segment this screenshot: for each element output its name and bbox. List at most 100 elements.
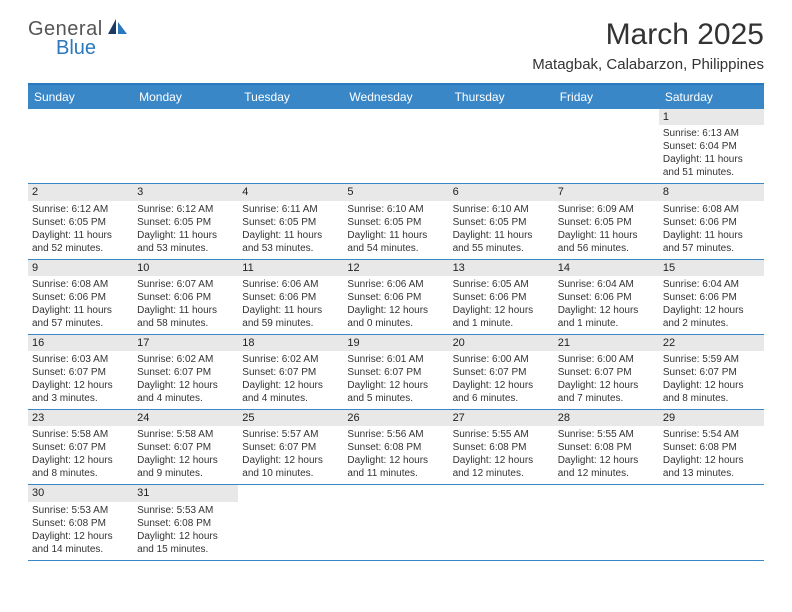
- day-header: Friday: [554, 85, 659, 109]
- sunset-text: Sunset: 6:07 PM: [558, 366, 655, 379]
- day-cell: 31Sunrise: 5:53 AMSunset: 6:08 PMDayligh…: [133, 485, 238, 559]
- day-header: Saturday: [659, 85, 764, 109]
- sunset-text: Sunset: 6:07 PM: [347, 366, 444, 379]
- sunrise-text: Sunrise: 6:08 AM: [32, 278, 129, 291]
- daylight-text: Daylight: 12 hours and 13 minutes.: [663, 454, 760, 480]
- sunrise-text: Sunrise: 6:01 AM: [347, 353, 444, 366]
- sunset-text: Sunset: 6:06 PM: [453, 291, 550, 304]
- daylight-text: Daylight: 11 hours and 55 minutes.: [453, 229, 550, 255]
- day-cell: 1Sunrise: 6:13 AMSunset: 6:04 PMDaylight…: [659, 109, 764, 183]
- day-number: 7: [554, 184, 659, 200]
- daylight-text: Daylight: 12 hours and 14 minutes.: [32, 530, 129, 556]
- sunset-text: Sunset: 6:08 PM: [137, 517, 234, 530]
- sunrise-text: Sunrise: 5:55 AM: [453, 428, 550, 441]
- sunset-text: Sunset: 6:08 PM: [347, 441, 444, 454]
- sunset-text: Sunset: 6:06 PM: [558, 291, 655, 304]
- day-cell: 26Sunrise: 5:56 AMSunset: 6:08 PMDayligh…: [343, 410, 448, 484]
- day-cell: [238, 485, 343, 559]
- day-cell: 27Sunrise: 5:55 AMSunset: 6:08 PMDayligh…: [449, 410, 554, 484]
- day-cell: 17Sunrise: 6:02 AMSunset: 6:07 PMDayligh…: [133, 335, 238, 409]
- sunrise-text: Sunrise: 5:56 AM: [347, 428, 444, 441]
- sunrise-text: Sunrise: 6:06 AM: [242, 278, 339, 291]
- daylight-text: Daylight: 11 hours and 53 minutes.: [137, 229, 234, 255]
- daylight-text: Daylight: 11 hours and 51 minutes.: [663, 153, 760, 179]
- day-header: Sunday: [28, 85, 133, 109]
- day-number: 30: [28, 485, 133, 501]
- sunset-text: Sunset: 6:06 PM: [347, 291, 444, 304]
- sunrise-text: Sunrise: 6:02 AM: [242, 353, 339, 366]
- sunrise-text: Sunrise: 6:12 AM: [32, 203, 129, 216]
- sunset-text: Sunset: 6:05 PM: [558, 216, 655, 229]
- sunrise-text: Sunrise: 6:00 AM: [558, 353, 655, 366]
- day-cell: [133, 109, 238, 183]
- day-cell: 6Sunrise: 6:10 AMSunset: 6:05 PMDaylight…: [449, 184, 554, 258]
- sunset-text: Sunset: 6:08 PM: [558, 441, 655, 454]
- sunset-text: Sunset: 6:07 PM: [663, 366, 760, 379]
- daylight-text: Daylight: 11 hours and 57 minutes.: [663, 229, 760, 255]
- sunset-text: Sunset: 6:05 PM: [137, 216, 234, 229]
- sunset-text: Sunset: 6:05 PM: [453, 216, 550, 229]
- day-number: 13: [449, 260, 554, 276]
- day-number: 6: [449, 184, 554, 200]
- day-header: Thursday: [449, 85, 554, 109]
- daylight-text: Daylight: 12 hours and 8 minutes.: [32, 454, 129, 480]
- day-number: 10: [133, 260, 238, 276]
- daylight-text: Daylight: 12 hours and 1 minute.: [453, 304, 550, 330]
- daylight-text: Daylight: 11 hours and 57 minutes.: [32, 304, 129, 330]
- day-cell: 3Sunrise: 6:12 AMSunset: 6:05 PMDaylight…: [133, 184, 238, 258]
- day-cell: 8Sunrise: 6:08 AMSunset: 6:06 PMDaylight…: [659, 184, 764, 258]
- daylight-text: Daylight: 12 hours and 11 minutes.: [347, 454, 444, 480]
- sunset-text: Sunset: 6:06 PM: [32, 291, 129, 304]
- daylight-text: Daylight: 11 hours and 59 minutes.: [242, 304, 339, 330]
- day-cell: [343, 485, 448, 559]
- week-row: 23Sunrise: 5:58 AMSunset: 6:07 PMDayligh…: [28, 410, 764, 485]
- day-cell: 4Sunrise: 6:11 AMSunset: 6:05 PMDaylight…: [238, 184, 343, 258]
- day-number: 21: [554, 335, 659, 351]
- sunset-text: Sunset: 6:07 PM: [32, 366, 129, 379]
- sunrise-text: Sunrise: 5:54 AM: [663, 428, 760, 441]
- day-number: 23: [28, 410, 133, 426]
- day-cell: 28Sunrise: 5:55 AMSunset: 6:08 PMDayligh…: [554, 410, 659, 484]
- day-number: 11: [238, 260, 343, 276]
- daylight-text: Daylight: 12 hours and 12 minutes.: [453, 454, 550, 480]
- sunset-text: Sunset: 6:08 PM: [663, 441, 760, 454]
- day-cell: 14Sunrise: 6:04 AMSunset: 6:06 PMDayligh…: [554, 260, 659, 334]
- day-number: 19: [343, 335, 448, 351]
- day-number: 17: [133, 335, 238, 351]
- day-number: 27: [449, 410, 554, 426]
- day-number: 16: [28, 335, 133, 351]
- sunset-text: Sunset: 6:05 PM: [347, 216, 444, 229]
- daylight-text: Daylight: 11 hours and 56 minutes.: [558, 229, 655, 255]
- sunrise-text: Sunrise: 6:11 AM: [242, 203, 339, 216]
- daylight-text: Daylight: 12 hours and 0 minutes.: [347, 304, 444, 330]
- day-cell: 9 Sunrise: 6:08 AMSunset: 6:06 PMDaylight…: [28, 260, 133, 334]
- sunrise-text: Sunrise: 5:58 AM: [137, 428, 234, 441]
- day-number: 1: [659, 109, 764, 125]
- sunset-text: Sunset: 6:04 PM: [663, 140, 760, 153]
- month-title: March 2025: [532, 18, 764, 52]
- daylight-text: Daylight: 12 hours and 7 minutes.: [558, 379, 655, 405]
- sunrise-text: Sunrise: 6:03 AM: [32, 353, 129, 366]
- sunrise-text: Sunrise: 6:04 AM: [558, 278, 655, 291]
- location-text: Matagbak, Calabarzon, Philippines: [532, 56, 764, 73]
- day-number: 9: [28, 260, 133, 276]
- day-cell: 13 Sunrise: 6:05 AMSunset: 6:06 PMDayligh…: [449, 260, 554, 334]
- day-cell: 30Sunrise: 5:53 AMSunset: 6:08 PMDayligh…: [28, 485, 133, 559]
- day-cell: 18Sunrise: 6:02 AMSunset: 6:07 PMDayligh…: [238, 335, 343, 409]
- day-cell: 12Sunrise: 6:06 AMSunset: 6:06 PMDayligh…: [343, 260, 448, 334]
- daylight-text: Daylight: 11 hours and 58 minutes.: [137, 304, 234, 330]
- daylight-text: Daylight: 12 hours and 10 minutes.: [242, 454, 339, 480]
- sunrise-text: Sunrise: 6:05 AM: [453, 278, 550, 291]
- day-cell: 2Sunrise: 6:12 AMSunset: 6:05 PMDaylight…: [28, 184, 133, 258]
- sunset-text: Sunset: 6:08 PM: [32, 517, 129, 530]
- sunrise-text: Sunrise: 6:09 AM: [558, 203, 655, 216]
- day-number: 20: [449, 335, 554, 351]
- title-block: March 2025 Matagbak, Calabarzon, Philipp…: [532, 18, 764, 73]
- day-cell: 24Sunrise: 5:58 AMSunset: 6:07 PMDayligh…: [133, 410, 238, 484]
- day-header: Monday: [133, 85, 238, 109]
- day-cell: [554, 109, 659, 183]
- day-cell: 20Sunrise: 6:00 AMSunset: 6:07 PMDayligh…: [449, 335, 554, 409]
- day-cell: 25Sunrise: 5:57 AMSunset: 6:07 PMDayligh…: [238, 410, 343, 484]
- sunset-text: Sunset: 6:05 PM: [32, 216, 129, 229]
- daylight-text: Daylight: 12 hours and 3 minutes.: [32, 379, 129, 405]
